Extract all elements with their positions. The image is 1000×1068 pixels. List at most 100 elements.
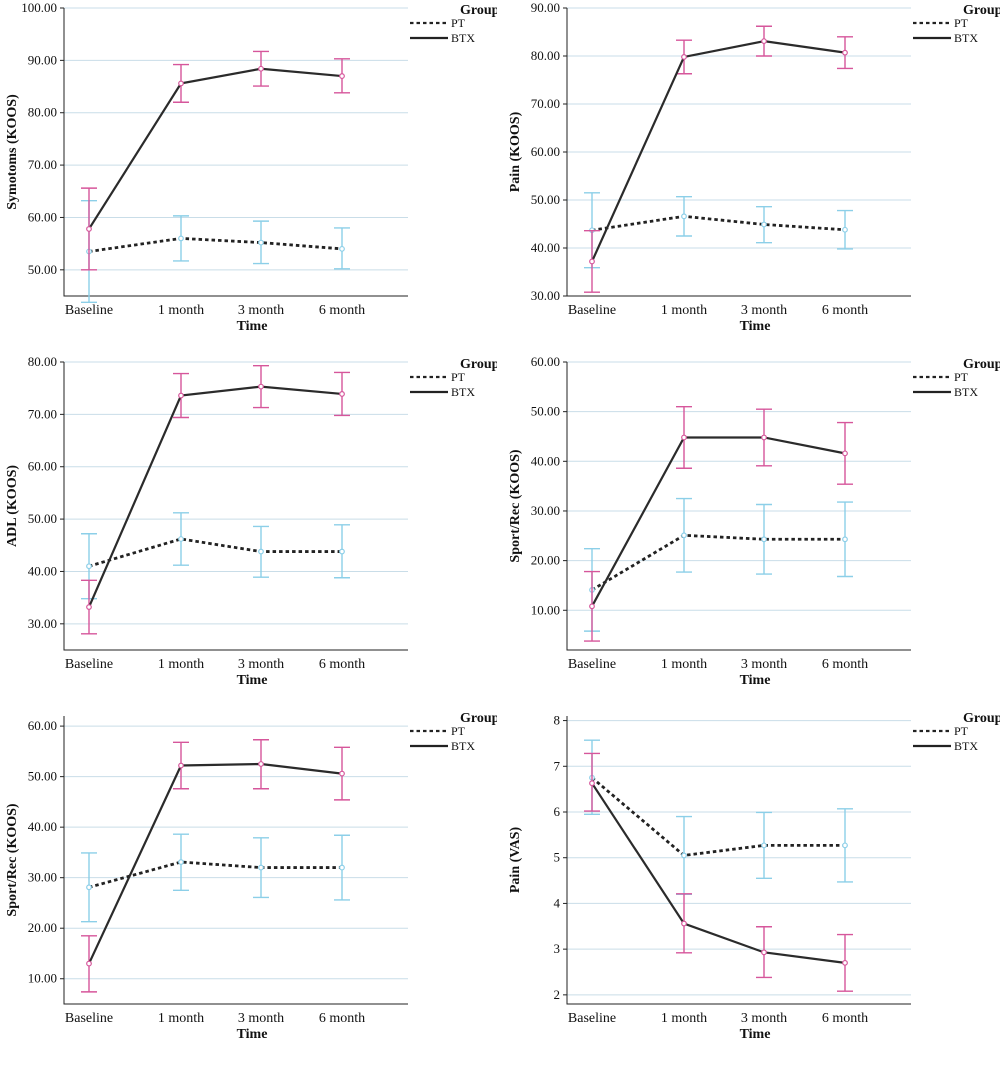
data-point-pt bbox=[339, 864, 345, 871]
chart-panel-3: 30.00 40.00 50.00 60.00 70.00 80.00 Baseline 1 … bbox=[0, 354, 500, 709]
x-tick-label: 3 month bbox=[741, 657, 787, 672]
chart-svg: 30.00 40.00 50.00 60.00 70.00 80.00 90.00 Basel… bbox=[508, 0, 1000, 334]
legend-label-pt: PT bbox=[451, 724, 466, 738]
x-tick-label: 1 month bbox=[661, 303, 707, 318]
y-tick-label: 90.00 bbox=[531, 0, 560, 15]
x-tick-label: Baseline bbox=[65, 657, 113, 672]
series-line-btx bbox=[591, 782, 846, 964]
x-tick-label: 6 month bbox=[822, 1011, 868, 1026]
x-tick-label: 6 month bbox=[319, 657, 365, 672]
chart-panel-1: 50.00 60.00 70.00 80.00 90.00 100.00 Baseline 1… bbox=[0, 0, 500, 355]
data-point-btx bbox=[339, 770, 345, 777]
y-tick-label: 20.00 bbox=[531, 553, 560, 568]
x-tick-label: 1 month bbox=[158, 1011, 204, 1026]
legend-title: Group bbox=[963, 3, 1000, 18]
x-tick-label: 6 month bbox=[319, 303, 365, 318]
data-point-btx bbox=[258, 383, 264, 390]
y-tick-label: 80.00 bbox=[28, 354, 57, 369]
legend-title: Group bbox=[460, 3, 497, 18]
series-line-pt bbox=[88, 236, 343, 253]
y-tick-label: 80.00 bbox=[531, 48, 560, 63]
y-axis-title: Pain (KOOS) bbox=[508, 111, 523, 192]
y-tick-label: 4 bbox=[554, 895, 561, 910]
y-tick-label: 3 bbox=[554, 941, 561, 956]
x-axis-title: Time bbox=[740, 673, 771, 688]
data-point-btx bbox=[589, 603, 595, 610]
data-point-pt bbox=[258, 239, 264, 246]
data-point-btx bbox=[86, 226, 92, 232]
chart-svg: 10.00 20.00 30.00 40.00 50.00 60.00 Baseline 1 … bbox=[508, 354, 1000, 688]
data-point-btx bbox=[681, 434, 687, 441]
x-tick-label: 1 month bbox=[661, 1011, 707, 1026]
axes bbox=[566, 362, 911, 651]
legend-label-pt: PT bbox=[451, 16, 466, 30]
x-tick-label: Baseline bbox=[568, 657, 616, 672]
x-axis-title: Time bbox=[237, 319, 268, 334]
chart-svg: 10.00 20.00 30.00 40.00 50.00 60.00 Baseline 1 … bbox=[5, 711, 500, 1042]
y-tick-label: 60.00 bbox=[531, 354, 560, 369]
legend-label-btx: BTX bbox=[954, 385, 978, 399]
x-tick-label: 3 month bbox=[238, 303, 284, 318]
series-line-pt bbox=[591, 214, 846, 232]
legend-label-pt: PT bbox=[954, 370, 969, 384]
x-tick-label: 3 month bbox=[741, 303, 787, 318]
y-tick-label: 60.00 bbox=[28, 718, 57, 733]
series-line-btx bbox=[88, 762, 343, 965]
y-tick-label: 60.00 bbox=[28, 209, 57, 224]
y-tick-label: 70.00 bbox=[28, 157, 57, 172]
legend-title: Group bbox=[460, 357, 497, 372]
data-point-pt bbox=[178, 235, 184, 242]
y-tick-label: 50.00 bbox=[531, 404, 560, 419]
y-axis-title: Symotoms (KOOS) bbox=[5, 94, 20, 210]
data-point-pt bbox=[339, 245, 345, 252]
data-point-btx bbox=[761, 38, 767, 45]
data-point-btx bbox=[86, 960, 92, 967]
x-axis-title: Time bbox=[740, 1027, 771, 1042]
y-tick-label: 80.00 bbox=[28, 105, 57, 120]
data-point-btx bbox=[258, 65, 264, 72]
y-tick-label: 70.00 bbox=[531, 96, 560, 111]
data-point-btx bbox=[178, 80, 184, 87]
legend-label-btx: BTX bbox=[954, 739, 978, 753]
y-tick-label: 50.00 bbox=[531, 192, 560, 207]
legend-label-btx: BTX bbox=[451, 739, 475, 753]
x-tick-label: 6 month bbox=[822, 303, 868, 318]
data-point-pt bbox=[178, 859, 184, 865]
data-point-btx bbox=[589, 780, 595, 787]
data-point-btx bbox=[258, 761, 264, 767]
x-tick-label: Baseline bbox=[65, 303, 113, 318]
data-point-pt bbox=[761, 842, 767, 849]
y-tick-label: 70.00 bbox=[28, 406, 57, 421]
y-tick-label: 90.00 bbox=[28, 52, 57, 67]
data-point-pt bbox=[86, 884, 92, 891]
y-axis-title: Sport/Rec (KOOS) bbox=[5, 803, 20, 916]
x-tick-label: Baseline bbox=[568, 303, 616, 318]
chart-svg: 2 3 4 5 6 7 8 Baseline 1 month 3 month 6 month Time… bbox=[508, 711, 1000, 1042]
data-point-pt bbox=[681, 852, 687, 859]
data-point-pt bbox=[86, 563, 92, 570]
x-tick-label: 3 month bbox=[238, 657, 284, 672]
x-axis-title: Time bbox=[740, 319, 771, 334]
data-point-btx bbox=[681, 54, 687, 60]
y-axis-title: ADL (KOOS) bbox=[5, 465, 20, 547]
chart-panel-5: 10.00 20.00 30.00 40.00 50.00 60.00 Baseline 1 … bbox=[0, 708, 500, 1063]
x-tick-label: 3 month bbox=[741, 1011, 787, 1026]
x-tick-label: 3 month bbox=[238, 1011, 284, 1026]
y-axis-title: Sport/Rec (KOOS) bbox=[508, 449, 523, 562]
data-point-pt bbox=[339, 548, 345, 555]
data-point-pt bbox=[681, 213, 687, 220]
series-line-btx bbox=[87, 385, 343, 608]
chart-panel-4: 10.00 20.00 30.00 40.00 50.00 60.00 Baseline 1 … bbox=[503, 354, 1000, 709]
chart-panel-6: 2 3 4 5 6 7 8 Baseline 1 month 3 month 6 month Time… bbox=[503, 708, 1000, 1063]
y-tick-label: 30.00 bbox=[531, 288, 560, 303]
series-line-pt bbox=[591, 776, 845, 857]
data-point-pt bbox=[258, 864, 264, 871]
data-point-btx bbox=[589, 258, 595, 265]
series-line-pt bbox=[88, 537, 342, 568]
y-tick-label: 8 bbox=[554, 713, 561, 728]
data-point-btx bbox=[681, 920, 687, 927]
y-tick-label: 30.00 bbox=[531, 503, 560, 518]
y-tick-label: 5 bbox=[554, 850, 561, 865]
y-tick-label: 40.00 bbox=[28, 819, 57, 834]
legend-label-pt: PT bbox=[954, 724, 969, 738]
